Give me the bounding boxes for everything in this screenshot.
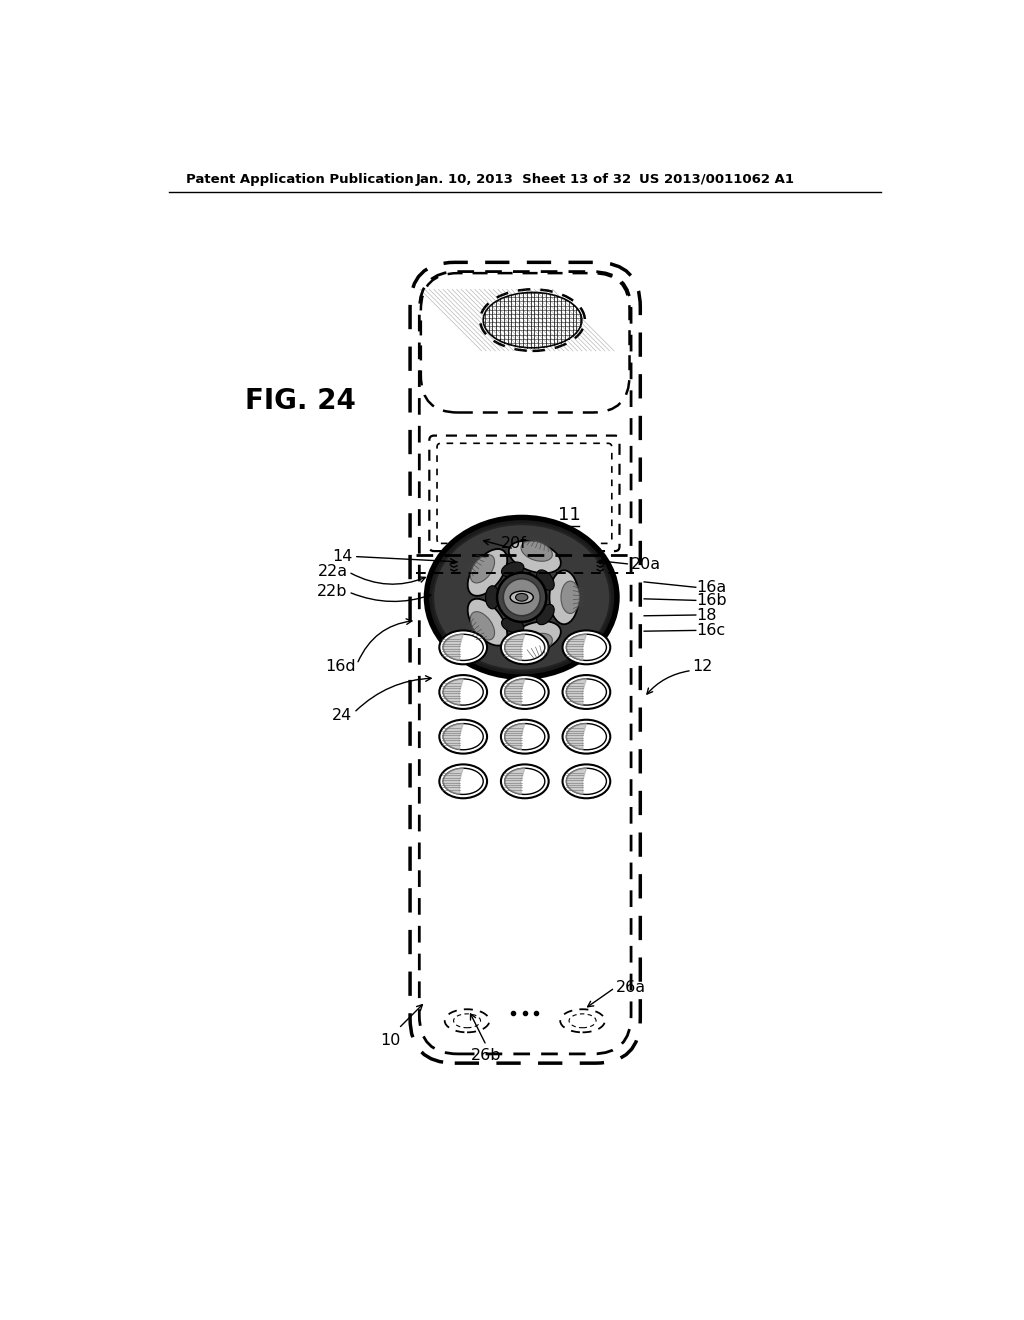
Ellipse shape <box>505 678 545 705</box>
Ellipse shape <box>505 635 545 660</box>
Ellipse shape <box>521 541 552 561</box>
Text: 22b: 22b <box>317 585 348 599</box>
Polygon shape <box>566 723 587 750</box>
Ellipse shape <box>443 768 483 795</box>
Circle shape <box>497 573 547 622</box>
Ellipse shape <box>562 764 610 799</box>
Ellipse shape <box>566 678 606 705</box>
Ellipse shape <box>509 622 561 653</box>
Text: 10: 10 <box>381 1032 401 1048</box>
Ellipse shape <box>505 723 545 750</box>
Text: 14: 14 <box>332 549 352 564</box>
Ellipse shape <box>501 764 549 799</box>
Ellipse shape <box>443 635 483 660</box>
Ellipse shape <box>562 675 610 709</box>
Ellipse shape <box>470 611 495 640</box>
Ellipse shape <box>425 516 617 678</box>
Ellipse shape <box>562 631 610 664</box>
Ellipse shape <box>439 675 487 709</box>
Ellipse shape <box>566 635 606 660</box>
Text: 16c: 16c <box>696 623 726 638</box>
Ellipse shape <box>502 562 524 577</box>
Ellipse shape <box>439 719 487 754</box>
Ellipse shape <box>561 581 580 614</box>
Text: Jan. 10, 2013  Sheet 13 of 32: Jan. 10, 2013 Sheet 13 of 32 <box>416 173 632 186</box>
Ellipse shape <box>433 524 610 671</box>
Polygon shape <box>566 768 587 795</box>
Text: US 2013/0011062 A1: US 2013/0011062 A1 <box>639 173 794 186</box>
Text: FIG. 24: FIG. 24 <box>245 387 355 414</box>
Ellipse shape <box>468 549 507 595</box>
Ellipse shape <box>439 631 487 664</box>
Text: 24: 24 <box>332 709 352 723</box>
Polygon shape <box>443 678 463 705</box>
Ellipse shape <box>566 723 606 750</box>
Text: 11: 11 <box>558 506 581 524</box>
Ellipse shape <box>443 723 483 750</box>
Text: 16a: 16a <box>696 579 727 595</box>
Ellipse shape <box>509 541 561 573</box>
Ellipse shape <box>439 764 487 799</box>
Text: 22a: 22a <box>317 565 348 579</box>
Ellipse shape <box>483 293 582 348</box>
Text: 12: 12 <box>692 659 713 675</box>
Ellipse shape <box>566 768 606 795</box>
Text: Patent Application Publication: Patent Application Publication <box>186 173 414 186</box>
Polygon shape <box>443 768 463 795</box>
Ellipse shape <box>537 570 554 590</box>
Text: 16b: 16b <box>696 593 727 609</box>
Ellipse shape <box>550 570 579 624</box>
Text: 26b: 26b <box>471 1048 502 1063</box>
Ellipse shape <box>505 768 545 795</box>
Ellipse shape <box>468 599 507 645</box>
Text: 26a: 26a <box>615 981 646 995</box>
Polygon shape <box>443 635 463 660</box>
Ellipse shape <box>443 678 483 705</box>
Ellipse shape <box>562 719 610 754</box>
Ellipse shape <box>428 519 615 676</box>
Ellipse shape <box>485 586 500 609</box>
Ellipse shape <box>515 594 528 601</box>
Ellipse shape <box>470 554 495 583</box>
Polygon shape <box>505 768 524 795</box>
Circle shape <box>503 579 541 616</box>
Polygon shape <box>566 635 587 660</box>
Ellipse shape <box>501 631 549 664</box>
Ellipse shape <box>502 618 524 632</box>
Ellipse shape <box>501 719 549 754</box>
Polygon shape <box>443 723 463 750</box>
Polygon shape <box>505 723 524 750</box>
Text: 18: 18 <box>696 607 717 623</box>
Text: 20f: 20f <box>501 536 527 550</box>
Polygon shape <box>505 635 524 660</box>
Ellipse shape <box>537 605 554 624</box>
Ellipse shape <box>521 634 552 653</box>
Ellipse shape <box>501 675 549 709</box>
Polygon shape <box>566 678 587 705</box>
Text: 20a: 20a <box>631 557 662 572</box>
Polygon shape <box>505 678 524 705</box>
Text: 16d: 16d <box>325 659 355 675</box>
Ellipse shape <box>510 591 534 603</box>
